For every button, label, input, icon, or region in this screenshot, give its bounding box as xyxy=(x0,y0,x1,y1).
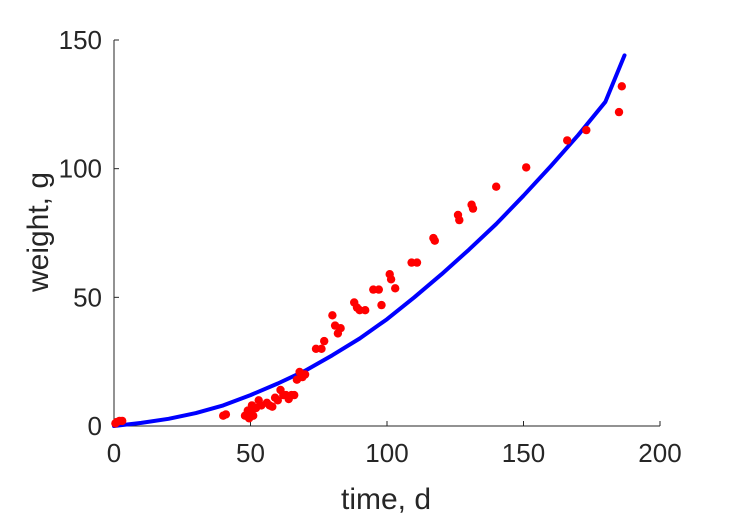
data-point xyxy=(118,416,127,426)
data-point xyxy=(386,275,396,284)
x-axis-label: time, d xyxy=(341,483,431,516)
x-tick-label: 200 xyxy=(638,438,681,468)
data-point xyxy=(614,107,624,117)
data-point xyxy=(617,82,626,91)
data-point xyxy=(455,215,464,225)
data-point xyxy=(391,284,400,293)
data-point xyxy=(317,344,326,353)
y-tick-label: 50 xyxy=(73,282,102,312)
data-point xyxy=(249,411,258,420)
x-tick-label: 150 xyxy=(502,438,545,468)
x-tick-label: 100 xyxy=(365,438,408,468)
data-point xyxy=(563,136,572,145)
data-point xyxy=(377,300,386,310)
tick-labels-layer: 0 50 100 150 200 0 50 100 150 xyxy=(59,25,682,468)
data-point xyxy=(374,285,383,294)
data-point xyxy=(412,258,422,267)
data-point xyxy=(492,182,501,191)
x-tick-label: 50 xyxy=(236,438,265,468)
fit-curve-layer xyxy=(112,53,627,428)
data-points-layer xyxy=(111,82,626,428)
y-tick-label: 100 xyxy=(59,154,102,184)
data-point xyxy=(300,370,310,379)
y-tick-label: 150 xyxy=(59,25,102,55)
data-point xyxy=(221,410,231,419)
y-tick-label: 0 xyxy=(88,411,102,441)
data-point xyxy=(328,311,337,320)
data-point xyxy=(273,396,282,405)
x-tick-label: 0 xyxy=(107,438,121,468)
data-point xyxy=(290,390,299,400)
data-point xyxy=(430,236,439,245)
data-point xyxy=(320,336,329,346)
data-point xyxy=(336,324,345,333)
y-axis-label: weight, g xyxy=(22,172,55,293)
data-point xyxy=(582,125,591,135)
data-point xyxy=(268,402,277,411)
fit-curve-line xyxy=(112,53,627,428)
data-point xyxy=(468,204,478,213)
data-point xyxy=(361,306,370,315)
data-point xyxy=(522,163,531,172)
